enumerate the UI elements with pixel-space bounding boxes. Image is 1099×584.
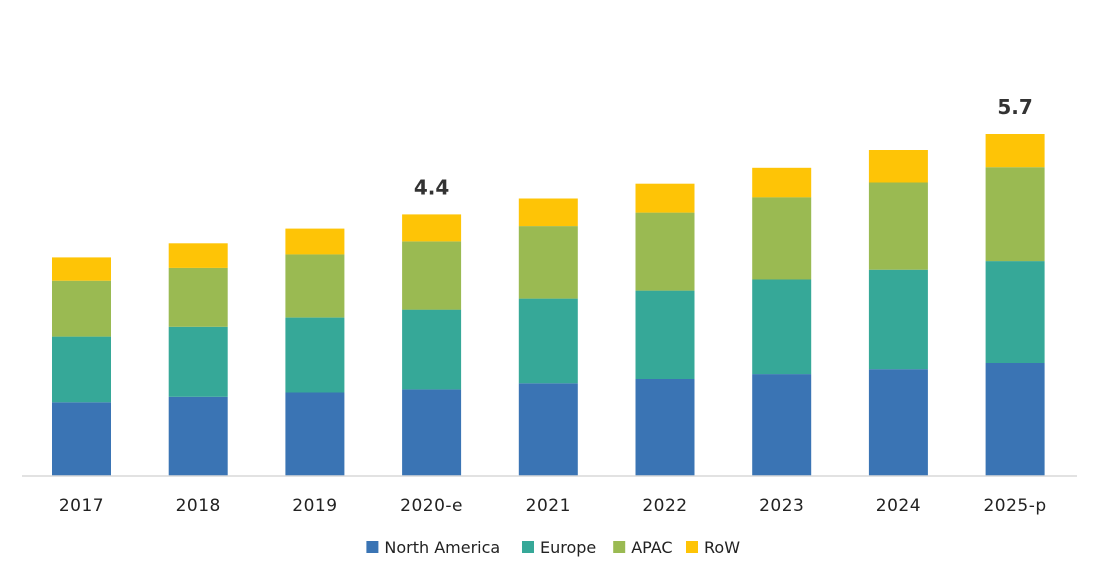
bar-segment-north-america-2024 xyxy=(868,369,928,476)
bar-segment-north-america-2020-e xyxy=(402,389,462,476)
x-tick-label: 2017 xyxy=(59,496,104,516)
bar-segment-europe-2025-p xyxy=(985,261,1045,363)
bar-segment-row-2024 xyxy=(868,150,928,183)
legend-swatch xyxy=(366,541,379,553)
bar-segment-north-america-2017 xyxy=(52,402,111,476)
x-tick-label: 2024 xyxy=(876,496,921,516)
bar-segment-europe-2024 xyxy=(868,269,928,370)
x-tick-label: 2018 xyxy=(176,496,221,516)
legend-label: APAC xyxy=(631,538,672,557)
bar-segment-north-america-2025-p xyxy=(985,363,1045,476)
x-tick-label: 2019 xyxy=(292,496,337,516)
bar-segment-north-america-2018 xyxy=(168,396,228,476)
bar-segment-europe-2017 xyxy=(52,336,111,403)
legend: North America Europe APAC RoW xyxy=(366,538,740,557)
bars-group xyxy=(52,134,1045,476)
bar-segment-apac-2021 xyxy=(518,226,578,299)
bar-segment-europe-2018 xyxy=(168,326,228,397)
legend-item-apac: APAC xyxy=(613,538,673,557)
x-tick-label: 2023 xyxy=(759,496,804,516)
bar-segment-apac-2022 xyxy=(635,212,695,291)
bar-segment-row-2020-e xyxy=(402,214,462,242)
bar-segment-apac-2023 xyxy=(752,197,812,280)
bar-segment-row-2025-p xyxy=(985,134,1045,168)
legend-swatch xyxy=(686,541,698,553)
legend-label: RoW xyxy=(704,538,740,557)
bar-segment-apac-2025-p xyxy=(985,167,1045,262)
bar-segment-row-2017 xyxy=(52,257,111,281)
total-data-label: 4.4 xyxy=(414,175,449,199)
bar-segment-north-america-2019 xyxy=(285,392,345,476)
bar-segment-apac-2020-e xyxy=(402,241,462,310)
bar-segment-row-2019 xyxy=(285,228,345,255)
bar-segment-europe-2019 xyxy=(285,317,345,393)
bar-segment-europe-2023 xyxy=(752,279,812,375)
legend-swatch xyxy=(522,541,534,553)
x-axis-tick-labels: 2017 2018 2019 2020-e 2021 2022 2023 2024 2025-p xyxy=(59,496,1046,516)
legend-item-north-america: North America xyxy=(366,538,500,557)
bar-segment-apac-2017 xyxy=(52,280,111,337)
legend-swatch xyxy=(613,541,626,553)
legend-label: Europe xyxy=(540,538,596,557)
data-labels-group: 4.4 5.7 xyxy=(414,95,1033,199)
bar-segment-north-america-2023 xyxy=(752,374,812,476)
bar-segment-row-2023 xyxy=(752,167,812,198)
x-tick-label: 2021 xyxy=(526,496,571,516)
bar-segment-europe-2020-e xyxy=(402,309,462,390)
bar-segment-row-2022 xyxy=(635,183,695,213)
total-data-label: 5.7 xyxy=(997,95,1032,119)
legend-item-row: RoW xyxy=(686,538,740,557)
x-tick-label: 2020-e xyxy=(400,496,463,516)
bar-segment-apac-2024 xyxy=(868,182,928,270)
bar-segment-north-america-2022 xyxy=(635,379,695,476)
x-tick-label: 2022 xyxy=(642,496,687,516)
bar-segment-europe-2021 xyxy=(518,298,578,384)
bar-segment-row-2021 xyxy=(518,198,578,227)
bar-segment-north-america-2021 xyxy=(518,383,578,476)
bar-segment-apac-2018 xyxy=(168,267,228,327)
bar-segment-europe-2022 xyxy=(635,290,695,379)
bar-segment-apac-2019 xyxy=(285,254,345,318)
legend-label: North America xyxy=(384,538,500,557)
x-tick-label: 2025-p xyxy=(983,496,1046,516)
bar-segment-row-2018 xyxy=(168,243,228,268)
legend-item-europe: Europe xyxy=(522,538,596,557)
